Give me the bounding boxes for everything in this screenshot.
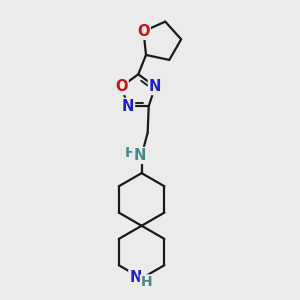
Text: N: N bbox=[149, 79, 161, 94]
Text: N: N bbox=[129, 270, 142, 285]
Text: N: N bbox=[122, 99, 134, 114]
Text: O: O bbox=[115, 79, 128, 94]
Text: H: H bbox=[125, 146, 136, 161]
Text: H: H bbox=[141, 275, 152, 290]
Text: N: N bbox=[134, 148, 146, 163]
Text: O: O bbox=[137, 24, 150, 39]
